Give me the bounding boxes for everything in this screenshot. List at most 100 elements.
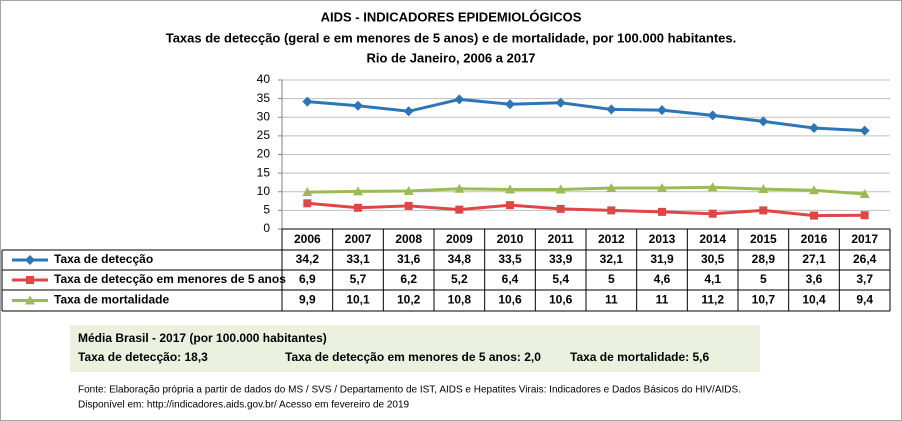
table-value: 6,4 [502, 272, 519, 286]
point [606, 104, 617, 115]
point [303, 199, 312, 208]
y-tick-label: 5 [263, 203, 270, 217]
point [859, 188, 870, 198]
point [353, 100, 363, 111]
legend-label: Taxa de mortalidade [54, 293, 169, 307]
point [606, 183, 617, 193]
point [454, 183, 465, 193]
table-value: 10,1 [346, 293, 370, 307]
table-value: 10,7 [752, 293, 776, 307]
y-tick-label: 40 [257, 72, 271, 86]
chart-subtitle: Taxas de detecção (geral e em menores de… [166, 30, 737, 45]
point [758, 184, 769, 194]
table-value: 6,2 [400, 272, 417, 286]
point [302, 187, 313, 197]
table-value: 5 [608, 272, 615, 286]
summary-title: Média Brasil - 2017 (por 100.000 habitan… [78, 331, 327, 345]
table-value: 26,4 [853, 252, 877, 266]
table-value: 5 [760, 272, 767, 286]
y-tick-label: 20 [257, 147, 271, 161]
point [658, 207, 666, 216]
table-value: 10,8 [448, 293, 472, 307]
table-value: 5,4 [552, 272, 569, 286]
source: Disponível em: http://indicadores.aids.g… [78, 400, 410, 411]
table-value: 10,6 [549, 293, 573, 307]
point [354, 203, 362, 212]
table-value: 33,9 [549, 252, 573, 266]
point [758, 116, 769, 127]
chart-subtitle: Rio de Janeiro, 2006 a 2017 [366, 50, 535, 65]
x-tick-label: 2017 [851, 232, 878, 246]
table-value: 30,5 [701, 252, 725, 266]
series-line [307, 185, 865, 196]
point [707, 110, 718, 121]
y-tick-label: 15 [257, 165, 271, 179]
table-value: 28,9 [752, 252, 776, 266]
point [454, 94, 465, 105]
table-value: 32,1 [600, 252, 624, 266]
point [708, 209, 717, 218]
table-value: 10,4 [802, 293, 826, 307]
legend-label: Taxa de detecção em menores de 5 anos [54, 272, 286, 286]
table-value: 4,6 [654, 272, 671, 286]
y-tick-label: 10 [257, 184, 271, 198]
table-value: 34,2 [296, 252, 320, 266]
point [506, 201, 514, 210]
series-line [307, 97, 865, 133]
y-tick-label: 35 [257, 91, 271, 105]
table-value: 5,7 [350, 272, 367, 286]
point [555, 97, 566, 108]
table-value: 11 [656, 293, 669, 307]
point [404, 201, 413, 210]
legend-marker [26, 276, 34, 284]
y-tick-label: 25 [257, 128, 271, 142]
table-value: 6,9 [299, 272, 316, 286]
point [810, 211, 818, 220]
summary-item: Taxa de mortalidade: 5,6 [570, 350, 709, 364]
point [809, 123, 819, 134]
point [809, 185, 819, 195]
table-value: 33,5 [498, 252, 522, 266]
summary-item: Taxa de detecção em menores de 5 anos: 2… [285, 350, 541, 364]
x-tick-label: 2016 [801, 232, 828, 246]
point [505, 184, 515, 194]
x-tick-label: 2008 [395, 232, 422, 246]
legend-marker [25, 295, 35, 305]
table-value: 34,8 [448, 252, 472, 266]
x-tick-label: 2009 [446, 232, 473, 246]
point [657, 183, 667, 193]
x-tick-label: 2015 [750, 232, 777, 246]
point [353, 186, 363, 196]
point [860, 211, 869, 220]
x-tick-label: 2007 [345, 232, 372, 246]
source: Fonte: Elaboração própria a partir de da… [78, 385, 741, 396]
point [556, 204, 565, 213]
point [759, 206, 768, 215]
table-value: 10,2 [397, 293, 421, 307]
point [707, 182, 718, 192]
x-tick-label: 2010 [497, 232, 524, 246]
point [403, 186, 414, 196]
point [505, 99, 515, 110]
table-value: 11 [605, 293, 618, 307]
legend-label: Taxa de detecção [54, 252, 153, 266]
x-tick-label: 2012 [598, 232, 625, 246]
table-value: 9,9 [299, 293, 316, 307]
series-line [307, 201, 865, 218]
table-value: 31,9 [650, 252, 674, 266]
point [403, 106, 414, 117]
table-value: 11,2 [701, 293, 724, 307]
table-value: 27,1 [802, 252, 826, 266]
point [302, 96, 313, 107]
table-value: 9,4 [856, 293, 873, 307]
y-tick-label: 30 [257, 109, 271, 123]
y-tick-label: 0 [263, 221, 270, 235]
summary-box [70, 325, 760, 372]
table-value: 10,6 [498, 293, 522, 307]
x-tick-label: 2011 [548, 232, 574, 246]
x-tick-label: 2014 [699, 232, 726, 246]
table-value: 4,1 [704, 272, 721, 286]
point [657, 105, 667, 116]
table-value: 5,2 [451, 272, 468, 286]
